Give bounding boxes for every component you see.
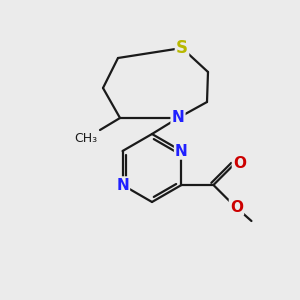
Text: O: O [233,155,246,170]
Text: N: N [175,143,188,158]
Text: N: N [172,110,184,125]
Text: CH₃: CH₃ [74,132,97,145]
Text: S: S [176,39,188,57]
Text: O: O [230,200,243,214]
Text: N: N [116,178,129,193]
